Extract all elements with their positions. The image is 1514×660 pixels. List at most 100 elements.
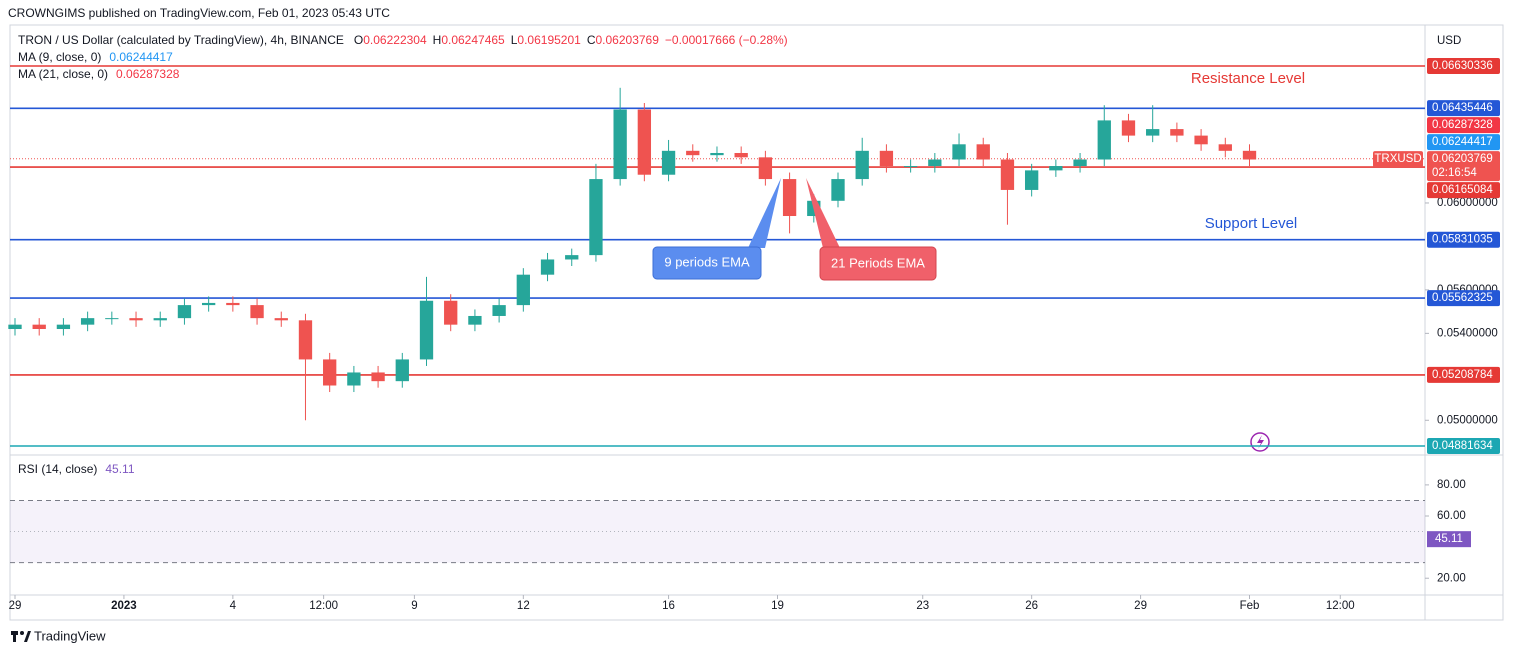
candle-body [492,305,506,316]
level-price-label-box [1427,100,1500,117]
candle-body [1218,144,1232,151]
candle-body [8,324,22,330]
legend-value: 0.06244417 [109,50,173,64]
ohlc-key: C [587,33,596,47]
callout-pointer [806,178,840,248]
x-tick-label: 9 [411,600,417,612]
candle-body [1121,120,1136,136]
rsi-band [10,500,1425,563]
level-price-label-box [1427,57,1500,74]
rsi-legend: RSI (14, close) 45.11 [18,462,135,476]
candle-body [879,150,894,167]
candle-body [250,305,264,319]
callout-text: 9 periods EMA [664,254,750,269]
candle-body [1170,129,1184,136]
candle-body [734,152,748,158]
ohlc-value: 0.06203769 [596,33,660,47]
callout-pointer [748,178,781,248]
rsi-value-label: 45.11 [1435,533,1463,545]
level-price-label: 0.05562325 [1432,292,1493,304]
candle-body [540,259,555,275]
legend-entry: MA (9, close, 0) 0.06244417 [18,50,173,64]
rsi-name: RSI (14, close) [18,462,97,476]
level-price-label: 0.06630336 [1432,60,1493,72]
candle-body [274,318,288,321]
candle-body [298,320,313,360]
candle-body [80,318,95,325]
level-price-label-box [1427,290,1500,307]
x-tick-label: 26 [1025,600,1038,612]
candle-body [758,157,773,180]
legend-title: TRON / US Dollar (calculated by TradingV… [18,33,788,47]
candle-body [1024,170,1039,190]
candle-body [516,274,530,306]
ma-price-label: 0.06244417 [1432,136,1493,148]
x-tick-label: 12:00 [1326,600,1355,612]
callout-box [819,246,937,281]
x-tick-label: 4 [230,600,237,612]
candle-body [661,150,676,175]
footer-brand: TradingView [34,628,106,643]
rsi-value-box [1427,531,1471,548]
callout-box [652,246,762,280]
ma-price-label-box [1427,134,1500,151]
event-icon-bolt [1257,435,1264,449]
x-tick-label: 16 [662,600,675,612]
level-price-label-box [1427,231,1500,248]
ohlc-key: L [511,33,518,47]
last-price-label-box [1427,151,1500,182]
annotation-resistance: Resistance Level [1191,70,1305,87]
candle-body [1146,129,1160,136]
x-tick-label: 12:00 [309,600,338,612]
ma-price-label-box [1427,117,1500,134]
rsi-value: 45.11 [105,462,134,476]
candle-body [637,109,652,175]
x-tick-label: 2023 [111,600,137,612]
footer-logo [11,631,31,642]
candle-body [710,152,724,156]
candle-body [1097,120,1111,160]
candle-body [226,302,240,306]
candle-body [153,318,167,321]
y-tick-label: 80.00 [1437,479,1466,491]
y-tick-label: 0.06000000 [1437,197,1498,209]
chart-title: TRON / US Dollar (calculated by TradingV… [18,33,344,47]
candle-body [1194,135,1208,145]
y-tick-label: 0.05000000 [1437,414,1498,426]
legend-name: MA (21, close, 0) [18,67,108,81]
ma-price-label: 0.06287328 [1432,119,1493,131]
candle-body [1242,150,1257,160]
legend-name: MA (9, close, 0) [18,50,101,64]
x-tick-label: 29 [9,600,22,612]
candle-body [323,359,337,386]
candle-body [903,166,918,168]
symbol-label: TRXUSD [1374,153,1421,165]
candle-body [395,359,409,382]
level-price-label-box [1427,366,1500,383]
level-price-label: 0.06435446 [1432,102,1493,114]
y-tick-label: 60.00 [1437,510,1466,522]
price-pane [8,65,1425,447]
candle-body [952,144,966,160]
symbol-box [1373,151,1423,168]
y-tick-label: 0.05400000 [1437,327,1498,339]
chart-frame [9,24,1504,621]
candle-body [686,150,700,156]
candle-body [468,315,482,325]
ohlc-change: −0.00017666 (−0.28%) [665,33,788,47]
candle-body [831,179,845,201]
candle-body [1049,166,1063,171]
candle-body [371,372,385,382]
candle-body [782,179,797,217]
level-price-label: 0.05831035 [1432,234,1493,246]
level-price-label: 0.05208784 [1432,369,1493,381]
level-price-label: 0.06165084 [1432,184,1493,196]
x-tick-label: 23 [916,600,929,612]
candle-body [613,109,627,180]
level-price-label-box [1427,182,1500,199]
x-tick-label: 29 [1134,600,1147,612]
candle-body [105,318,119,320]
callout-text: 21 Periods EMA [831,255,925,270]
x-tick-label: 19 [771,600,784,612]
